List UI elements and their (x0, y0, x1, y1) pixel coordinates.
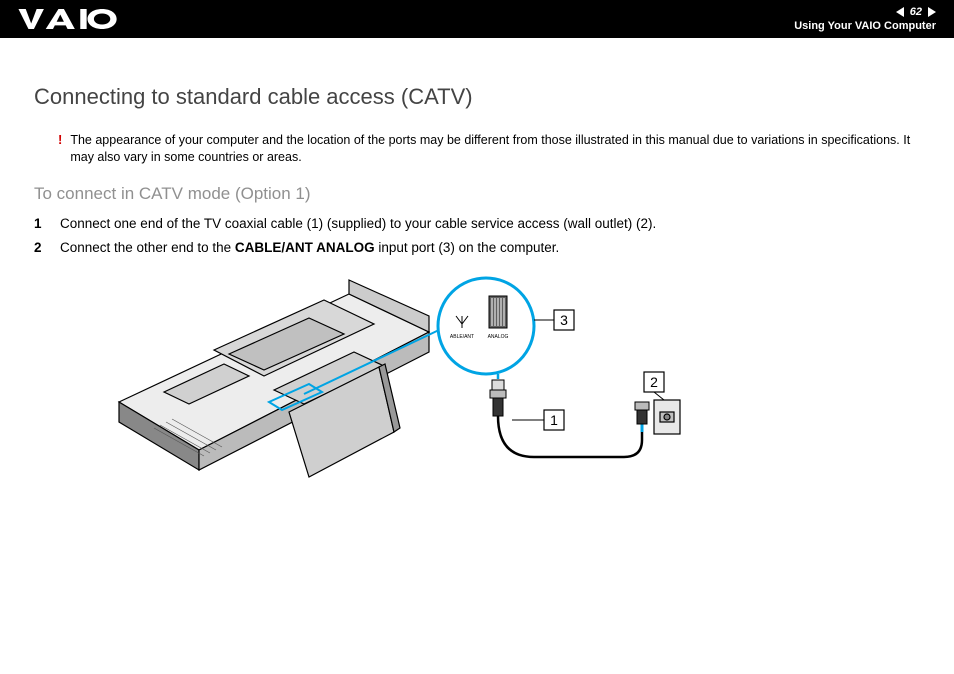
header-bar: 62 Using Your VAIO Computer (0, 0, 954, 38)
step-text-bold: CABLE/ANT ANALOG (235, 240, 375, 255)
wall-outlet (654, 400, 680, 434)
detail-circle (438, 278, 534, 374)
page-nav: 62 (896, 6, 936, 18)
coax-cable (498, 416, 642, 457)
page-number: 62 (910, 6, 922, 18)
step-item: Connect one end of the TV coaxial cable … (34, 214, 920, 234)
warning-icon: ! (58, 132, 62, 166)
vaio-logo (18, 9, 128, 29)
callout-3: 3 (560, 312, 568, 328)
laptop-illustration (119, 280, 429, 477)
connection-diagram: ABLE/ANT ANALOG 3 (94, 272, 920, 517)
step-list: Connect one end of the TV coaxial cable … (34, 214, 920, 259)
section-label: Using Your VAIO Computer (794, 20, 936, 32)
nav-next-icon[interactable] (928, 7, 936, 17)
step-text-post: input port (3) on the computer. (375, 240, 560, 255)
step-text-pre: Connect the other end to the (60, 240, 235, 255)
port-label-left: ABLE/ANT (450, 334, 474, 340)
step-text: Connect one end of the TV coaxial cable … (60, 216, 656, 231)
step-item: Connect the other end to the CABLE/ANT A… (34, 238, 920, 258)
nav-prev-icon[interactable] (896, 7, 904, 17)
cable-connector-left (490, 380, 506, 416)
page-title: Connecting to standard cable access (CAT… (34, 84, 920, 110)
warning-text: The appearance of your computer and the … (70, 132, 920, 166)
port-label-right: ANALOG (488, 334, 509, 340)
cable-connector-right (635, 402, 649, 424)
header-right: 62 Using Your VAIO Computer (794, 6, 936, 32)
subheading: To connect in CATV mode (Option 1) (34, 184, 920, 204)
page-content: Connecting to standard cable access (CAT… (0, 38, 954, 517)
callout-1: 1 (550, 412, 558, 428)
callout-2: 2 (650, 374, 658, 390)
warning-block: ! The appearance of your computer and th… (58, 132, 920, 166)
